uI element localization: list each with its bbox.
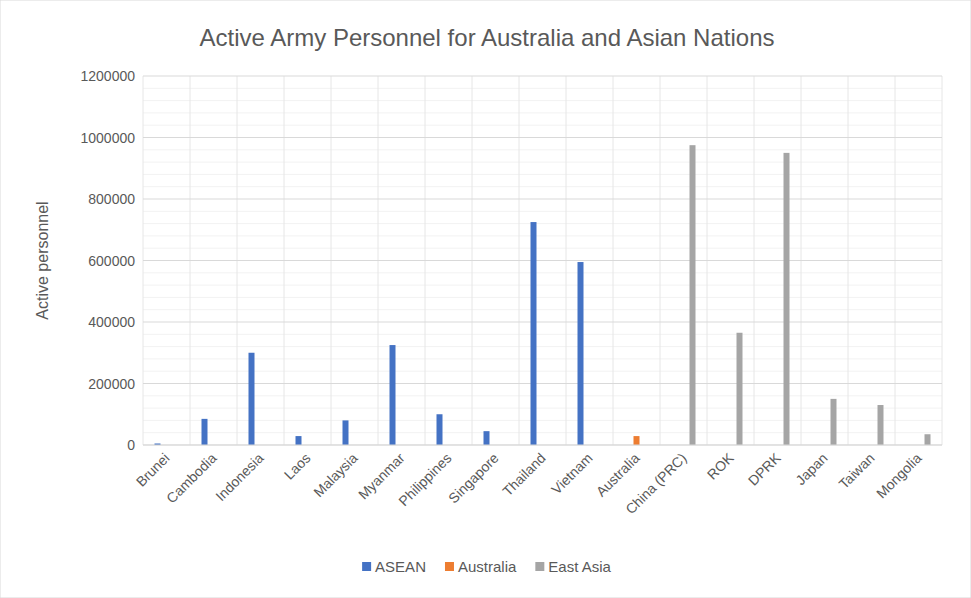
minor-grid-line (143, 223, 942, 224)
bar (784, 153, 790, 445)
grid-line (143, 137, 942, 138)
bar (437, 414, 443, 445)
grid-line (143, 445, 942, 446)
y-tick-label: 600000 (88, 253, 135, 269)
y-tick-label: 1200000 (80, 68, 135, 84)
legend-label: Australia (458, 558, 517, 575)
minor-grid-line (143, 309, 942, 310)
minor-grid-line (143, 186, 942, 187)
bar (737, 333, 743, 445)
minor-grid-line (143, 211, 942, 212)
bar (531, 222, 537, 445)
x-tick-label: Cambodia (163, 450, 220, 507)
x-tick-label: Brunei (133, 450, 173, 490)
bar (390, 345, 396, 445)
background (0, 0, 971, 598)
y-axis-title: Active personnel (34, 201, 51, 319)
x-tick-label: ROK (704, 449, 737, 482)
minor-grid-line (143, 432, 942, 433)
bar (343, 420, 349, 445)
x-tick-label: Philippines (395, 450, 454, 509)
bar (925, 434, 931, 445)
minor-grid-line (143, 248, 942, 249)
y-tick-label: 0 (127, 437, 135, 453)
minor-grid-line (143, 285, 942, 286)
minor-grid-line (143, 162, 942, 163)
y-tick-label: 200000 (88, 376, 135, 392)
minor-grid-line (143, 174, 942, 175)
x-tick-label: Vietnam (548, 450, 595, 497)
y-tick-label: 800000 (88, 191, 135, 207)
minor-grid-line (143, 371, 942, 372)
x-tick-label: Indonesia (212, 450, 266, 504)
x-axis (143, 445, 942, 446)
title: Active Army Personnel for Australia and … (200, 24, 775, 51)
x-tick-label: Taiwan (835, 450, 877, 492)
grid-line (143, 76, 942, 77)
bars (155, 145, 931, 445)
minor-grid-line (143, 420, 942, 421)
x-tick-label: Japan (792, 450, 830, 488)
legend-label: ASEAN (375, 558, 426, 575)
x-tick-label: Malaysia (310, 450, 361, 501)
bar (831, 399, 837, 445)
minor-grid-line (143, 358, 942, 359)
bar (690, 145, 696, 445)
x-tick-label: DPRK (745, 449, 784, 488)
x-tick-label: Mongolia (873, 450, 925, 502)
legend: ASEAN Australia East Asia (362, 558, 611, 575)
grid-line (143, 199, 942, 200)
legend-swatch (445, 562, 454, 571)
minor-grid-line (143, 408, 942, 409)
minor-grid-line (143, 334, 942, 335)
legend-swatch (362, 562, 371, 571)
minor-grid-line (143, 149, 942, 150)
bar (249, 353, 255, 445)
grid-line (143, 322, 942, 323)
minor-grid-line (143, 346, 942, 347)
minor-grid-line (143, 125, 942, 126)
minor-grid-line (143, 88, 942, 89)
chart: Active Army Personnel for Australia and … (0, 0, 971, 598)
minor-grid-line (143, 395, 942, 396)
minor-grid-line (143, 235, 942, 236)
minor-grid-line (143, 100, 942, 101)
legend-label: East Asia (548, 558, 611, 575)
minor-grid-line (143, 272, 942, 273)
minor-grid-line (143, 112, 942, 113)
x-tick-label: Thailand (499, 450, 548, 499)
bar (484, 431, 490, 445)
minor-grid-line (143, 297, 942, 298)
y-tick-label: 1000000 (80, 130, 135, 146)
x-tick-label: China (PRC) (622, 450, 689, 517)
grid-line (143, 383, 942, 384)
bar (634, 436, 640, 445)
bar (296, 436, 302, 445)
y-tick-label: 400000 (88, 314, 135, 330)
grid-line (143, 260, 942, 261)
x-tick-label: Singapore (445, 450, 502, 507)
bar (578, 262, 584, 445)
bar (878, 405, 884, 445)
x-tick-label: Laos (281, 450, 314, 483)
legend-swatch (535, 562, 544, 571)
bar (202, 419, 208, 445)
